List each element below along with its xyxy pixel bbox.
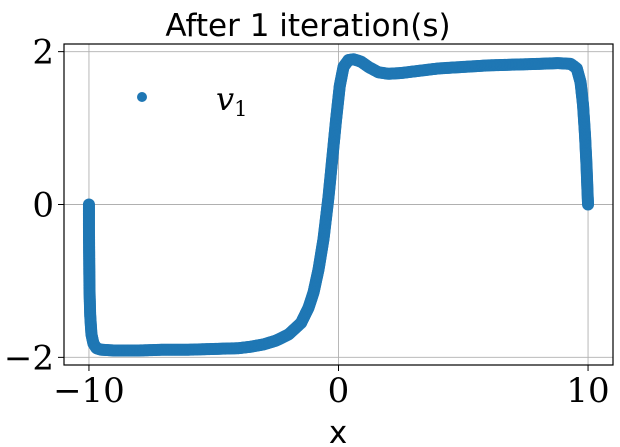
- x-tick-label: −10: [53, 371, 125, 411]
- y-tick-label: −2: [4, 338, 54, 378]
- x-axis-label: x: [329, 415, 347, 447]
- axis-ticks: −10 0 10 −2 0 2: [4, 33, 610, 411]
- x-tick-label: 0: [328, 371, 350, 411]
- legend-label-name: v: [216, 80, 234, 118]
- x-tick-label: 10: [566, 371, 609, 411]
- chart-title: After 1 iteration(s): [165, 8, 450, 44]
- data-series: [82, 53, 595, 357]
- legend-label-subscript: 1: [234, 97, 247, 121]
- legend-label: v1: [216, 80, 247, 121]
- data-point: [582, 198, 595, 211]
- legend-marker: [137, 92, 147, 102]
- y-tick-label: 2: [32, 33, 54, 73]
- y-tick-label: 0: [32, 186, 54, 226]
- legend: v1: [137, 80, 247, 121]
